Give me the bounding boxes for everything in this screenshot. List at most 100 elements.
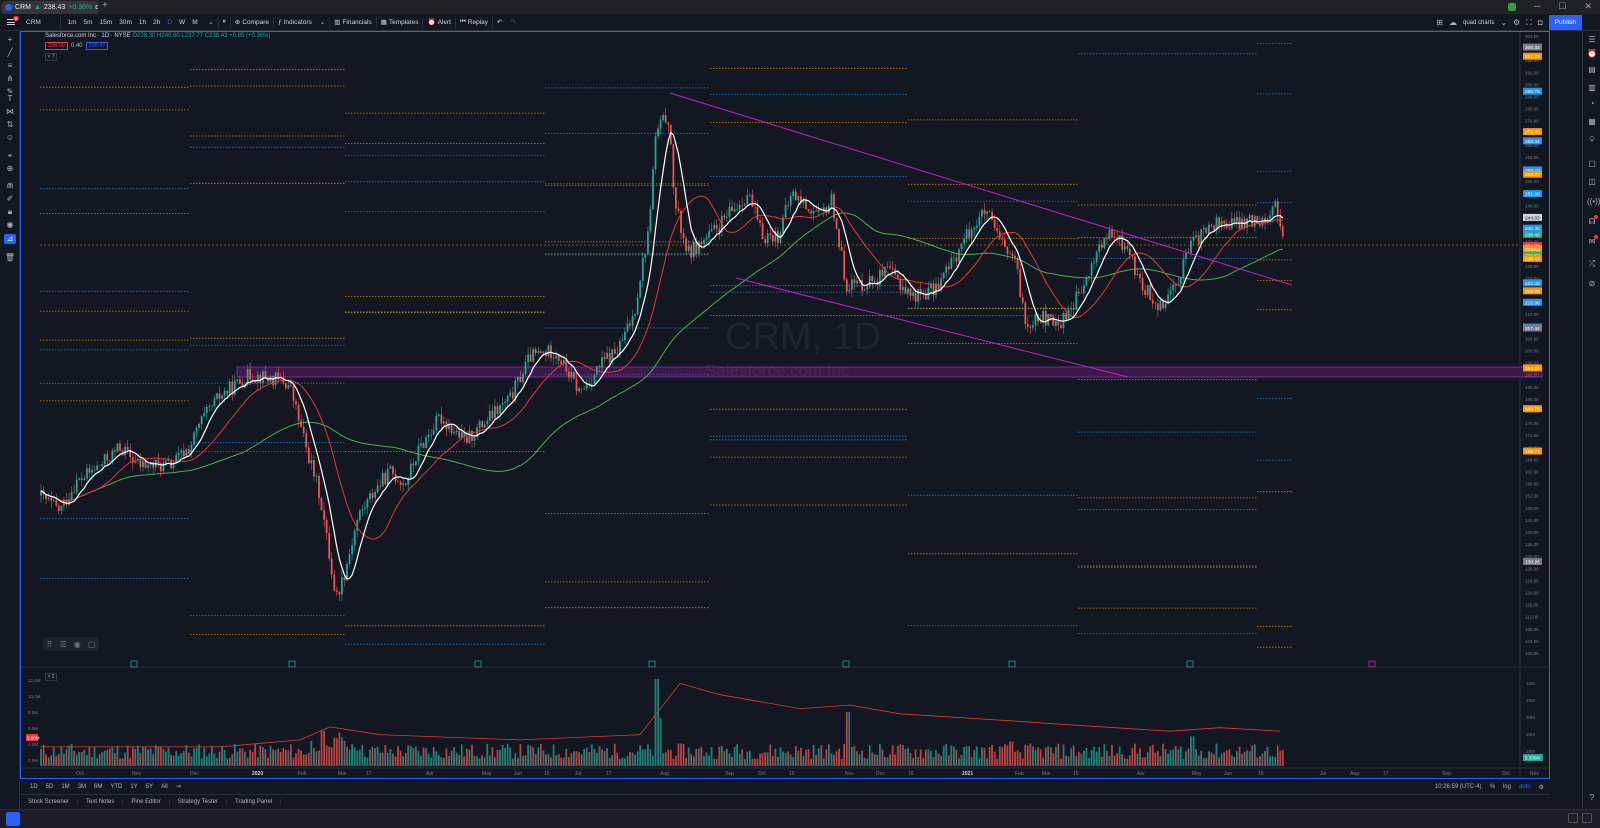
- compare-button[interactable]: ⊕ Compare: [231, 14, 273, 31]
- interval-5m[interactable]: 5m: [83, 18, 93, 26]
- layout-dropdown-icon[interactable]: ⌄: [1500, 18, 1508, 27]
- prediction-icon[interactable]: ⇅: [6, 120, 14, 129]
- range-1m[interactable]: 1M: [61, 783, 70, 790]
- earnings-marker[interactable]: [1008, 660, 1016, 668]
- range-ytd[interactable]: YTD: [110, 783, 123, 790]
- cloud-icon[interactable]: ☁: [1448, 18, 1457, 27]
- alerts-icon[interactable]: ⏰: [1587, 49, 1597, 58]
- dom-icon[interactable]: ⊘: [1588, 279, 1596, 288]
- visibility-eye-icon[interactable]: ◉: [73, 639, 81, 649]
- template-list-icon[interactable]: ☰: [59, 639, 67, 649]
- lock-icon[interactable]: 🔒︎: [7, 207, 13, 216]
- range-3m[interactable]: 3M: [77, 783, 87, 790]
- news-icon[interactable]: ▥: [1588, 83, 1596, 92]
- interval-d[interactable]: D: [167, 18, 173, 26]
- close-window-icon[interactable]: ✕: [1584, 1, 1592, 11]
- range-1y[interactable]: 1Y: [130, 783, 138, 790]
- new-tab-button[interactable]: +: [102, 0, 108, 11]
- volume-pane-collapse[interactable]: ˅ 2: [45, 673, 57, 681]
- magnet-icon[interactable]: ⋒: [6, 181, 14, 190]
- earnings-marker[interactable]: [130, 660, 138, 668]
- sell-price-box[interactable]: 238.09: [45, 42, 68, 50]
- alert-button[interactable]: ⏰ Alert: [423, 14, 454, 31]
- data-window-icon[interactable]: ▤: [1588, 65, 1596, 74]
- trend-line-icon[interactable]: ╱: [7, 48, 13, 57]
- range-all[interactable]: All: [161, 783, 168, 790]
- range-6m[interactable]: 6M: [94, 783, 103, 790]
- minimize-icon[interactable]: ─: [1533, 1, 1541, 11]
- eye-icon[interactable]: ◉: [6, 220, 14, 229]
- range-5y[interactable]: 5Y: [145, 783, 154, 790]
- bottom-tab-pine-editor[interactable]: Pine Editor: [123, 799, 170, 805]
- extension-icon[interactable]: [1508, 3, 1516, 11]
- zoom-in-icon[interactable]: ⊕: [6, 164, 14, 173]
- earnings-marker[interactable]: [474, 660, 482, 668]
- interval-2h[interactable]: 2h: [153, 18, 161, 26]
- earnings-marker[interactable]: [648, 660, 656, 668]
- hide-drawings-icon[interactable]: ⠿: [46, 639, 53, 649]
- calendar-icon[interactable]: ▦: [1588, 117, 1596, 126]
- bottom-tab-text-notes[interactable]: Text Notes: [78, 799, 124, 805]
- maximize-icon[interactable]: ☐: [1558, 1, 1567, 11]
- notifications-icon[interactable]: ☊: [1587, 215, 1598, 227]
- earnings-marker[interactable]: [288, 660, 296, 668]
- chart-canvas[interactable]: CRM, 1D Salesforce.com Inc 304.00300.002…: [20, 31, 1550, 779]
- bottom-tab-trading-panel[interactable]: Trading Panel: [227, 799, 282, 805]
- interval-1m[interactable]: 1m: [67, 18, 77, 26]
- interval-15m[interactable]: 15m: [99, 18, 113, 26]
- log-toggle[interactable]: log: [1502, 784, 1511, 790]
- publish-button[interactable]: Publish: [1548, 15, 1582, 30]
- text-tool-icon[interactable]: T: [7, 94, 13, 103]
- supply-zone-box[interactable]: [236, 366, 1543, 378]
- ruler-icon[interactable]: ⌖: [7, 151, 13, 160]
- streams-icon[interactable]: ◫: [1588, 177, 1596, 186]
- rectangle-icon[interactable]: ▢: [87, 639, 96, 649]
- chats-icon[interactable]: ▢: [1588, 159, 1596, 168]
- layout-grid-icon[interactable]: ⊞: [1436, 18, 1443, 27]
- layout-name[interactable]: quad charts: [1462, 19, 1495, 26]
- crosshair-icon[interactable]: +: [7, 35, 13, 44]
- clock-time[interactable]: 10:26:59 (UTC-4): [1434, 784, 1482, 790]
- hotlist-icon[interactable]: ◔: [1589, 99, 1595, 108]
- intervals-dropdown-icon[interactable]: ⌄: [208, 19, 214, 26]
- pattern-icon[interactable]: ⋈: [6, 107, 14, 116]
- templates-button[interactable]: ▦ Templates: [377, 14, 423, 31]
- bottom-tab-stock-screener[interactable]: Stock Screener: [20, 799, 79, 805]
- interval-m[interactable]: M: [192, 18, 198, 26]
- range-1d[interactable]: 1D: [30, 783, 38, 790]
- earnings-marker[interactable]: [842, 660, 850, 668]
- fullscreen-icon[interactable]: ⛶: [1526, 17, 1532, 27]
- tray-icon[interactable]: [1582, 813, 1592, 823]
- symbol-search-button[interactable]: CRM: [22, 14, 60, 31]
- fib-retracement-icon[interactable]: ≡: [7, 61, 13, 70]
- interval-w[interactable]: W: [179, 18, 186, 26]
- percent-toggle[interactable]: %: [1489, 784, 1495, 790]
- camera-icon[interactable]: ◘: [1537, 18, 1543, 27]
- buy-price-box[interactable]: 238.47: [85, 42, 109, 50]
- redo-button[interactable]: ↷: [506, 14, 519, 31]
- chat-icon[interactable]: ✉: [1587, 235, 1598, 247]
- pitchfork-icon[interactable]: ⋔: [6, 74, 14, 83]
- brush-icon[interactable]: ✎: [6, 87, 14, 96]
- chart-legend[interactable]: Salesforce.com Inc · 1D · NYSE O238.30 H…: [45, 33, 270, 50]
- goto-date-icon[interactable]: ⇥: [175, 784, 181, 790]
- range-5d[interactable]: 5D: [45, 783, 54, 790]
- upcoming-earnings-marker[interactable]: [1368, 660, 1376, 668]
- tray-icon[interactable]: [1568, 813, 1578, 823]
- order-panel-icon[interactable]: ⤮: [1588, 259, 1596, 268]
- signals-icon[interactable]: ((•)): [1587, 197, 1600, 206]
- channel-upper-trendline[interactable]: [669, 92, 1293, 286]
- trash-icon[interactable]: 🗑︎: [4, 253, 16, 262]
- indicator-templates-icon[interactable]: ⌄: [319, 19, 326, 26]
- watchlist-icon[interactable]: ☰: [1588, 35, 1596, 44]
- auto-toggle[interactable]: auto: [1518, 784, 1531, 790]
- tradingview-app-icon[interactable]: [6, 812, 20, 826]
- interval-1h[interactable]: 1h: [138, 18, 147, 26]
- financials-button[interactable]: ▥ Financials: [330, 14, 375, 31]
- legend-collapse-button[interactable]: ˅ 7: [45, 53, 57, 61]
- earnings-marker[interactable]: [1186, 660, 1194, 668]
- object-tree-icon[interactable]: ⊿: [4, 234, 16, 244]
- ideas-icon[interactable]: 💡︎: [1589, 135, 1595, 144]
- stay-in-drawing-icon[interactable]: ✐: [6, 194, 14, 203]
- main-menu-button[interactable]: 8: [0, 14, 22, 31]
